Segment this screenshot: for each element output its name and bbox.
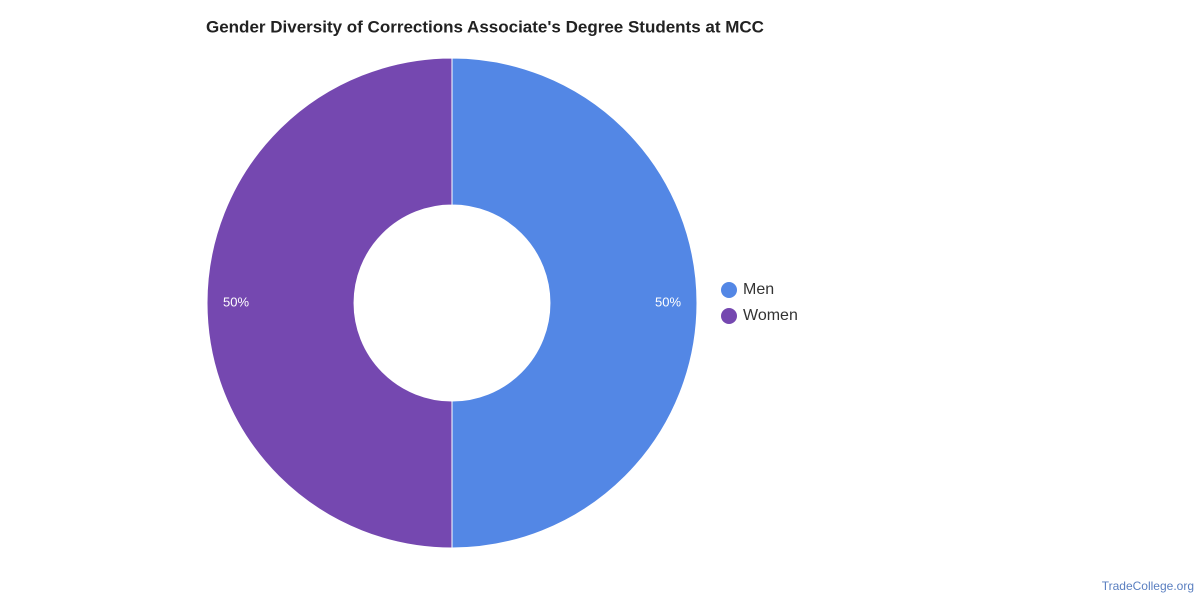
legend-label: Women xyxy=(743,307,798,324)
legend-marker xyxy=(721,282,737,298)
slice-label: 50% xyxy=(655,294,681,309)
slice xyxy=(451,57,698,549)
legend-label: Men xyxy=(743,281,774,298)
chart-title: Gender Diversity of Corrections Associat… xyxy=(206,17,764,36)
legend-marker xyxy=(721,308,737,324)
watermark: TradeCollege.org xyxy=(1102,579,1194,593)
slice xyxy=(206,57,453,549)
slice-label: 50% xyxy=(223,294,249,309)
